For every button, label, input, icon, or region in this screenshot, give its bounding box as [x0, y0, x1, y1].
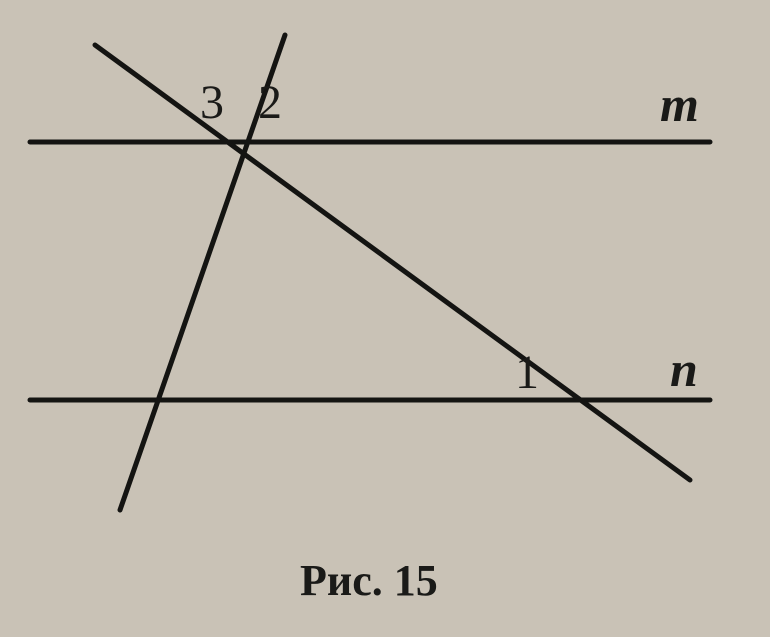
angle-3-label: 3: [200, 75, 224, 130]
angle-1-label: 1: [515, 345, 539, 400]
transversal-shallow: [95, 45, 690, 480]
diagram-stage: 3 2 1 m n Рис. 15: [0, 0, 770, 637]
angle-2-label: 2: [258, 75, 282, 130]
line-n-label: n: [670, 340, 698, 398]
figure-caption: Рис. 15: [300, 555, 438, 606]
line-m-label: m: [660, 75, 699, 133]
geometry-svg: [0, 0, 770, 637]
